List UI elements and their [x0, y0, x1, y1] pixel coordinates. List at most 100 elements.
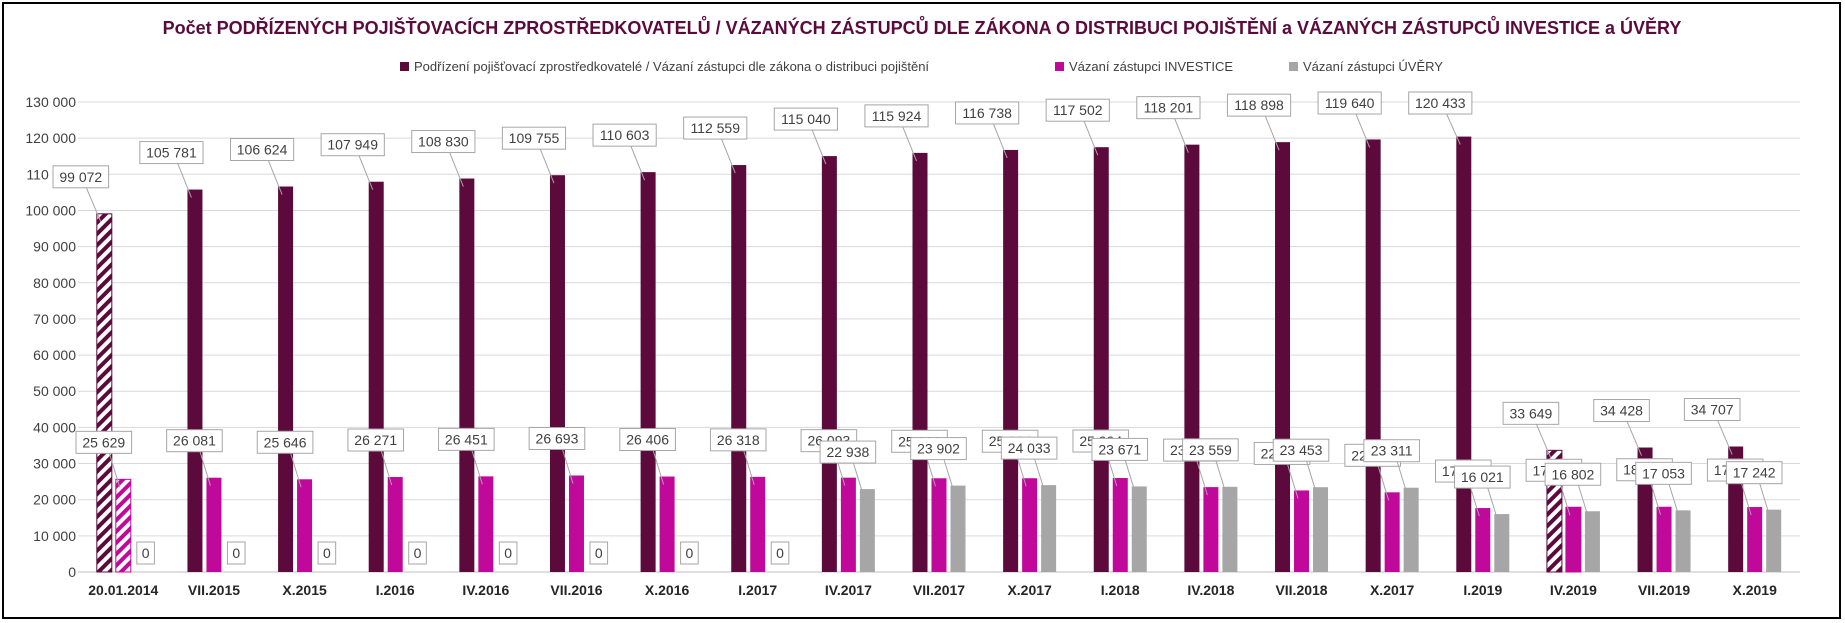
x-tick-label: VII.2018 — [1275, 582, 1327, 598]
bar-credit — [1675, 510, 1691, 572]
y-tick-label: 70 000 — [33, 311, 76, 327]
x-tick-label: X.2015 — [282, 582, 327, 598]
y-tick-label: 60 000 — [33, 347, 76, 363]
data-label-insurance: 99 072 — [59, 169, 102, 185]
data-label-insurance: 34 707 — [1691, 402, 1734, 418]
x-tick-label: IV.2016 — [462, 582, 509, 598]
data-label-leader — [1536, 424, 1552, 459]
data-label-insurance: 109 755 — [509, 130, 560, 146]
data-label-box — [619, 428, 676, 452]
data-label-box — [166, 429, 223, 453]
data-label-box — [1725, 461, 1783, 485]
data-label-box — [592, 123, 657, 147]
data-label-insurance: 120 433 — [1415, 95, 1466, 111]
bar-insurance — [96, 213, 113, 573]
data-label-leader — [85, 187, 102, 223]
data-label-leader — [1287, 464, 1299, 499]
data-label-leader — [1083, 120, 1099, 156]
data-label-leader — [943, 459, 955, 494]
x-tick-label: X.2019 — [1732, 582, 1777, 598]
chart-title: Počet PODŘÍZENÝCH POJIŠŤOVACÍCH ZPROSTŘE… — [163, 16, 1682, 38]
data-label-credit: 0 — [595, 545, 603, 561]
bar-investment — [1112, 478, 1128, 572]
bar-investment — [1475, 508, 1491, 572]
data-label-insurance: 105 781 — [146, 145, 197, 161]
data-label-leader — [1396, 461, 1409, 496]
y-tick-label: 10 000 — [33, 528, 76, 544]
bar-insurance — [1275, 142, 1291, 572]
data-label-credit: 23 559 — [1189, 442, 1232, 458]
bar-investment — [1203, 487, 1219, 572]
data-label-leader — [290, 453, 302, 488]
data-label-investment: 26 406 — [626, 432, 669, 448]
data-label-box — [1272, 438, 1330, 462]
x-tick-label: I.2018 — [1101, 582, 1140, 598]
bar-credit — [1131, 486, 1147, 572]
data-label-box — [680, 541, 699, 565]
data-label-box — [1544, 462, 1602, 486]
data-label-box — [1502, 401, 1560, 425]
data-label-insurance: 115 924 — [872, 108, 922, 124]
bar-insurance — [821, 156, 837, 572]
data-label-leader — [630, 145, 646, 181]
data-label-box — [864, 104, 929, 128]
legend-label-insurance: Podřízení pojišťovací zprostředkovatelé … — [414, 59, 929, 74]
legend-label-investment: Vázaní zástupci INVESTICE — [1069, 59, 1233, 74]
data-label-box — [498, 541, 518, 565]
data-label-leader — [811, 129, 827, 165]
bar-investment — [750, 476, 766, 572]
bar-investment — [1384, 492, 1400, 572]
data-label-investment: 26 318 — [717, 432, 760, 448]
x-tick-label: IV.2019 — [1550, 582, 1597, 598]
data-label-investment: 26 271 — [354, 432, 397, 448]
bar-insurance — [368, 181, 384, 572]
data-label-box — [226, 541, 246, 565]
data-label-investment: 26 451 — [445, 431, 488, 447]
data-label-investment: 25 646 — [264, 434, 307, 450]
data-label-leader — [652, 450, 665, 485]
x-tick-label: X.2017 — [1370, 582, 1415, 598]
bar-investment — [1747, 507, 1763, 572]
data-label-insurance: 119 640 — [1325, 95, 1375, 111]
data-label-leader — [562, 449, 574, 484]
data-label-credit: 23 902 — [917, 441, 960, 457]
data-label-credit: 17 053 — [1642, 465, 1685, 481]
data-label-credit: 24 033 — [1008, 440, 1051, 456]
data-label-box — [589, 541, 609, 565]
data-label-box — [773, 107, 838, 131]
bar-credit — [1222, 486, 1238, 572]
data-label-investment: 26 081 — [173, 433, 216, 449]
bar-credit — [1403, 487, 1419, 572]
data-label-investment: 25 629 — [82, 434, 125, 450]
data-label-box — [139, 141, 204, 165]
data-label-credit: 17 242 — [1733, 465, 1776, 481]
x-tick-label: 20.01.2014 — [88, 582, 158, 598]
data-label-insurance: 107 949 — [327, 137, 378, 153]
data-label-insurance: 115 040 — [781, 111, 831, 127]
bar-credit — [950, 485, 966, 572]
data-label-leader — [992, 123, 1008, 159]
bar-credit — [859, 489, 875, 572]
bar-investment — [206, 477, 222, 572]
data-label-box — [770, 541, 790, 565]
bar-insurance — [640, 172, 656, 572]
data-label-leader — [852, 462, 865, 498]
bar-credit — [1494, 514, 1510, 572]
legend-swatch-credit — [1289, 62, 1298, 71]
data-label-box — [1635, 461, 1692, 485]
data-label-leader — [449, 152, 464, 187]
data-label-insurance: 106 624 — [237, 142, 288, 158]
x-tick-label: X.2016 — [645, 582, 690, 598]
data-label-box — [411, 130, 476, 154]
legend-label-credit: Vázaní zástupci ÚVĚRY — [1303, 59, 1443, 74]
bar-insurance — [1365, 139, 1381, 572]
bar-investment — [840, 477, 856, 572]
data-label-insurance: 108 830 — [418, 134, 469, 150]
bar-investment — [568, 475, 584, 572]
data-label-insurance: 118 898 — [1234, 97, 1284, 113]
data-label-leader — [721, 138, 736, 174]
data-label-box — [683, 116, 748, 140]
data-label-box — [910, 437, 967, 461]
data-label-insurance: 118 201 — [1144, 100, 1194, 116]
